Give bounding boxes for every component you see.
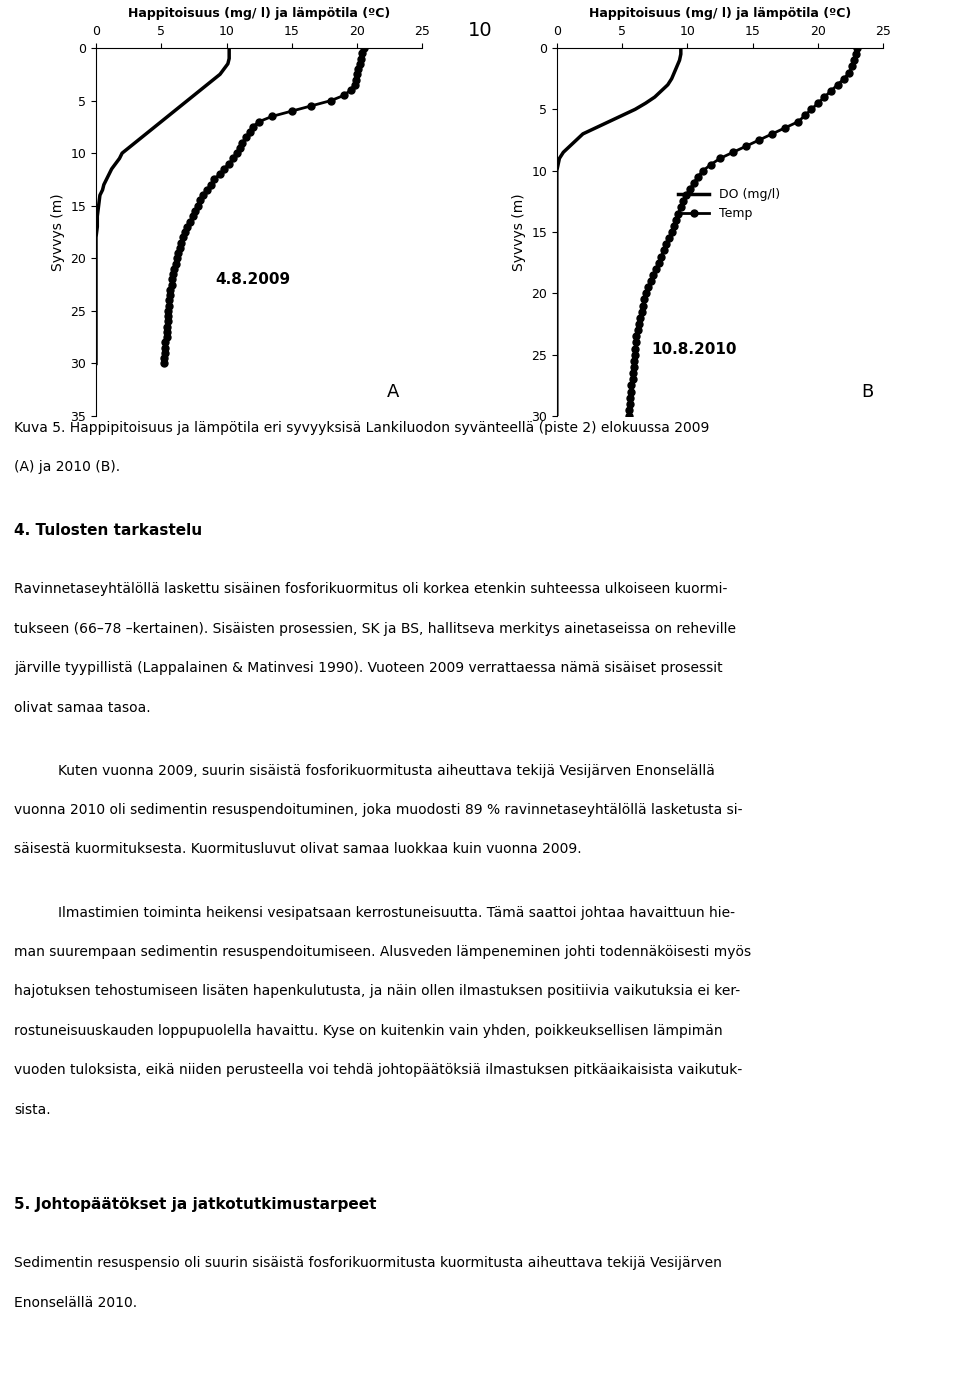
Text: 4.8.2009: 4.8.2009: [215, 273, 290, 288]
Text: A: A: [387, 384, 399, 402]
Text: B: B: [861, 384, 874, 402]
Text: 4. Tulosten tarkastelu: 4. Tulosten tarkastelu: [14, 523, 203, 538]
Text: Enonselällä 2010.: Enonselällä 2010.: [14, 1295, 137, 1309]
Text: rostuneisuuskauden loppupuolella havaittu. Kyse on kuitenkin vain yhden, poikkeu: rostuneisuuskauden loppupuolella havaitt…: [14, 1024, 723, 1038]
Text: Kuten vuonna 2009, suurin sisäistä fosforikuormitusta aiheuttava tekijä Vesijärv: Kuten vuonna 2009, suurin sisäistä fosfo…: [58, 764, 714, 778]
Text: man suurempaan sedimentin resuspendoitumiseen. Alusveden lämpeneminen johti tode: man suurempaan sedimentin resuspendoitum…: [14, 944, 752, 958]
Text: järville tyypillistä (Lappalainen & Matinvesi 1990). Vuoteen 2009 verrattaessa n: järville tyypillistä (Lappalainen & Mati…: [14, 661, 723, 675]
Text: Ilmastimien toiminta heikensi vesipatsaan kerrostuneisuutta. Tämä saattoi johtaa: Ilmastimien toiminta heikensi vesipatsaa…: [58, 906, 734, 919]
Legend: DO (mg/l), Temp: DO (mg/l), Temp: [673, 184, 785, 225]
Text: Sedimentin resuspensio oli suurin sisäistä fosforikuormitusta kuormitusta aiheut: Sedimentin resuspensio oli suurin sisäis…: [14, 1256, 722, 1270]
X-axis label: Happitoisuus (mg/ l) ja lämpötila (ºC): Happitoisuus (mg/ l) ja lämpötila (ºC): [588, 7, 852, 19]
Text: vuoden tuloksista, eikä niiden perusteella voi tehdä johtopäätöksiä ilmastuksen : vuoden tuloksista, eikä niiden perusteel…: [14, 1063, 743, 1077]
Text: 10: 10: [468, 21, 492, 40]
Text: sista.: sista.: [14, 1103, 51, 1117]
X-axis label: Happitoisuus (mg/ l) ja lämpötila (ºC): Happitoisuus (mg/ l) ja lämpötila (ºC): [128, 7, 391, 19]
Y-axis label: Syvvys (m): Syvvys (m): [512, 193, 526, 271]
Text: hajotuksen tehostumiseen lisäten hapenkulutusta, ja näin ollen ilmastuksen posit: hajotuksen tehostumiseen lisäten hapenku…: [14, 985, 740, 999]
Text: olivat samaa tasoa.: olivat samaa tasoa.: [14, 701, 151, 715]
Y-axis label: Syvvys (m): Syvvys (m): [51, 193, 65, 271]
Text: 10.8.2010: 10.8.2010: [651, 342, 736, 357]
Text: vuonna 2010 oli sedimentin resuspendoituminen, joka muodosti 89 % ravinnetaseyht: vuonna 2010 oli sedimentin resuspendoitu…: [14, 803, 743, 817]
Text: (A) ja 2010 (B).: (A) ja 2010 (B).: [14, 460, 121, 474]
Text: Kuva 5. Happipitoisuus ja lämpötila eri syvyyksisä Lankiluodon syvänteellä (pist: Kuva 5. Happipitoisuus ja lämpötila eri …: [14, 421, 709, 435]
Text: säisestä kuormituksesta. Kuormitusluvut olivat samaa luokkaa kuin vuonna 2009.: säisestä kuormituksesta. Kuormitusluvut …: [14, 843, 582, 857]
Text: 5. Johtopäätökset ja jatkotutkimustarpeet: 5. Johtopäätökset ja jatkotutkimustarpee…: [14, 1198, 377, 1212]
Text: Ravinnetaseyhtälöllä laskettu sisäinen fosforikuormitus oli korkea etenkin suhte: Ravinnetaseyhtälöllä laskettu sisäinen f…: [14, 583, 728, 597]
Text: tukseen (66–78 –kertainen). Sisäisten prosessien, SK ja BS, hallitseva merkitys : tukseen (66–78 –kertainen). Sisäisten pr…: [14, 622, 736, 636]
